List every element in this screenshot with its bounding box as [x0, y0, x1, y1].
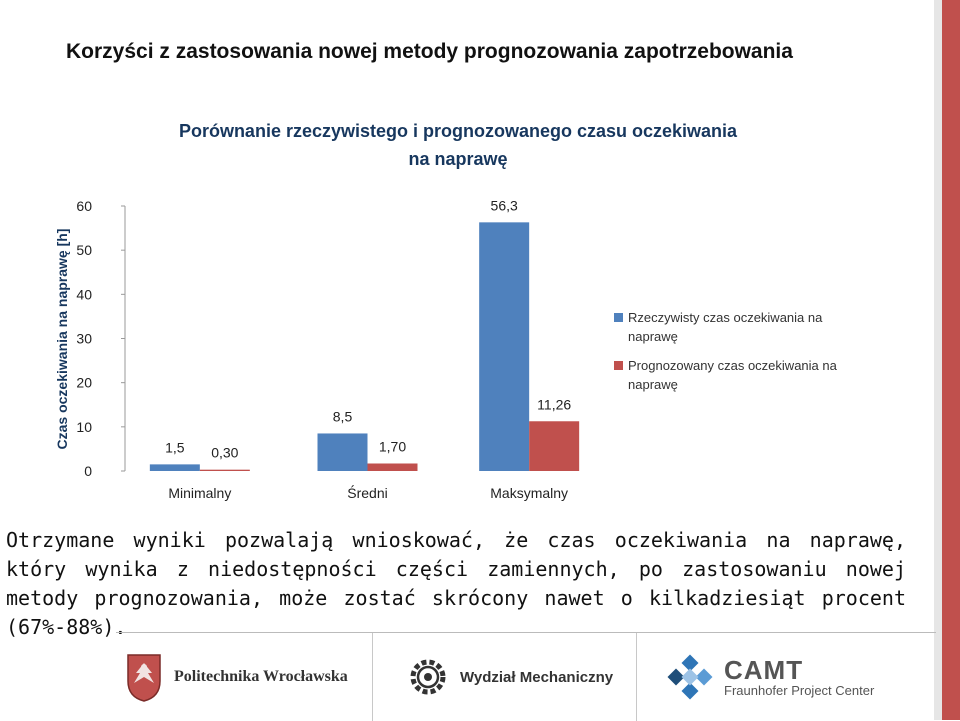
- category-label: Minimalny: [168, 485, 231, 501]
- chart-title: Porównanie rzeczywistego i prognozowaneg…: [179, 121, 738, 169]
- y-tick-label: 0: [84, 463, 92, 479]
- bar-forecast: [529, 421, 580, 471]
- logo-divider: [636, 633, 637, 721]
- bar-forecast: [367, 463, 418, 471]
- slide-title: Korzyści z zastosowania nowej metody pro…: [66, 40, 793, 63]
- data-label: 1,70: [379, 438, 406, 454]
- y-tick-label: 10: [76, 419, 92, 435]
- data-label: 56,3: [491, 197, 518, 213]
- data-label: 0,30: [211, 445, 238, 461]
- legend-entry: Rzeczywisty czas oczekiwania na naprawę: [628, 310, 823, 344]
- legend-entry: Prognozowany czas oczekiwania na naprawę: [628, 358, 838, 392]
- category-labels: Minimalny Średni Maksymalny: [168, 484, 568, 501]
- eagle-crest-icon: [127, 654, 161, 702]
- logo-camt: CAMT Fraunhofer Project Center: [666, 633, 874, 721]
- bar-chart: Porównanie rzeczywistego i prognozowaneg…: [54, 121, 838, 501]
- conclusion-text: Otrzymane wyniki pozwalają wnioskować, ż…: [6, 528, 906, 639]
- category-label: Średni: [347, 484, 387, 501]
- gear-icon: [410, 659, 446, 695]
- logo-politechnika: Politechnika Wrocławska: [124, 633, 348, 721]
- chart-title-line: Porównanie rzeczywistego i prognozowaneg…: [179, 121, 738, 141]
- y-tick-label: 20: [76, 375, 92, 391]
- logo-wydzial: Wydział Mechaniczny: [406, 633, 613, 721]
- data-label: 8,5: [333, 408, 353, 424]
- logo-camt-label: CAMT: [724, 654, 804, 685]
- legend-swatch: [614, 361, 623, 370]
- logo-wydzial-label: Wydział Mechaniczny: [460, 668, 614, 686]
- bar-actual: [479, 222, 530, 471]
- footer-logos: Politechnika Wrocławska Wydział Mechanic…: [116, 632, 936, 721]
- data-label: 1,5: [165, 439, 185, 455]
- legend-swatch: [614, 313, 623, 322]
- y-axis-title: Czas oczekiwania na naprawę [h]: [54, 229, 70, 450]
- logo-politechnika-label: Politechnika Wrocławska: [174, 668, 348, 685]
- data-label: 11,26: [537, 396, 571, 412]
- bar-actual: [149, 464, 200, 471]
- camt-text: CAMT Fraunhofer Project Center: [724, 657, 874, 698]
- logo-camt-subtitle: Fraunhofer Project Center: [724, 682, 875, 698]
- y-tick-label: 40: [76, 286, 92, 302]
- bar-forecast: [199, 469, 250, 471]
- y-tick-label: 50: [76, 242, 92, 258]
- bar-actual: [317, 433, 368, 471]
- y-tick-label: 30: [76, 331, 92, 347]
- category-label: Maksymalny: [490, 485, 568, 501]
- bars: 1,5 0,30 8,5 1,70 56,3 11,26: [149, 197, 580, 471]
- y-axis: 0 10 20 30 40 50 60 Czas oczekiwania na naprawę…: [54, 198, 126, 479]
- y-tick-label: 60: [76, 198, 92, 214]
- accent-sidebar: [934, 0, 960, 720]
- chart-title-line: na naprawę: [408, 149, 507, 169]
- cube-cluster-icon: [667, 654, 713, 700]
- logo-divider: [372, 633, 373, 721]
- legend: Rzeczywisty czas oczekiwania na naprawę Pr…: [614, 310, 838, 392]
